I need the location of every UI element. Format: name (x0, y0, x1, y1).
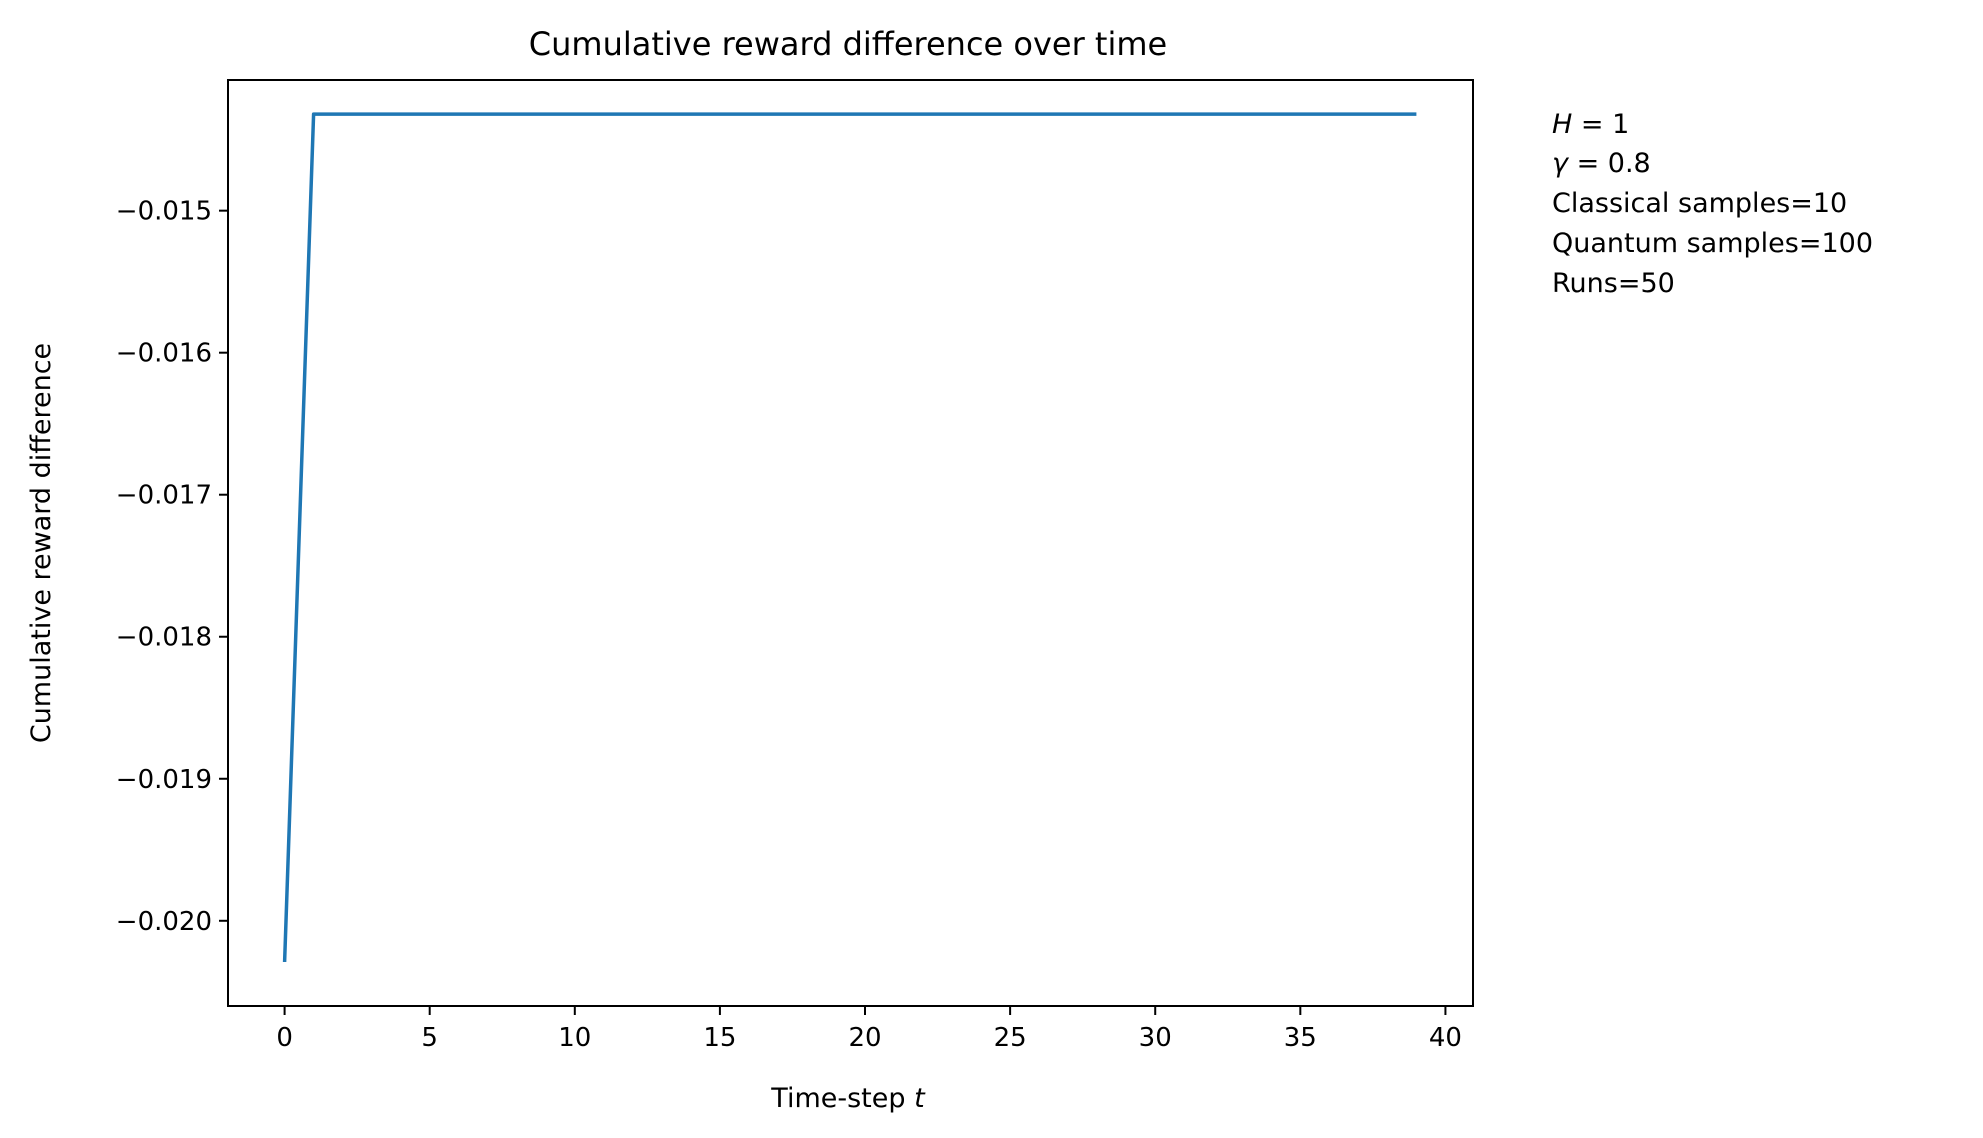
x-tick-label: 20 (848, 1023, 881, 1053)
y-axis: −0.015 −0.016 −0.017 −0.018 −0.019 −0.020 (116, 197, 228, 937)
annotation-gamma: γ = 0.8 (1552, 148, 1651, 179)
annotation-runs: Runs=50 (1552, 268, 1675, 299)
annotation-h-value: = 1 (1581, 109, 1629, 140)
annotation-gamma-value: = 0.8 (1577, 148, 1651, 179)
annotation-gamma-var: γ (1552, 148, 1570, 179)
annotation-quantum-samples: Quantum samples=100 (1552, 228, 1873, 259)
x-tick-label: 30 (1139, 1023, 1172, 1053)
annotation-h-var: H (1552, 109, 1572, 140)
series-layer (282, 112, 1417, 963)
y-tick-label: −0.016 (116, 339, 212, 369)
chart-title: Cumulative reward difference over time (529, 25, 1167, 63)
y-tick-label: −0.020 (116, 907, 212, 937)
x-tick-label: 25 (994, 1023, 1027, 1053)
x-tick-label: 15 (703, 1023, 736, 1053)
y-axis-label: Cumulative reward difference (26, 343, 57, 743)
annotation-block: H = 1 γ = 0.8 Classical samples=10 Quant… (1552, 109, 1873, 299)
series-line (282, 112, 1417, 963)
annotation-h: H = 1 (1552, 109, 1629, 140)
x-tick-label: 35 (1284, 1023, 1317, 1053)
x-tick-label: 0 (276, 1023, 293, 1053)
y-tick-label: −0.019 (116, 765, 212, 795)
annotation-classical-samples: Classical samples=10 (1552, 188, 1847, 219)
y-tick-label: −0.017 (116, 481, 212, 511)
x-axis-label: Time-step t (770, 1083, 926, 1114)
y-tick-label: −0.018 (116, 623, 212, 653)
x-tick-label: 10 (558, 1023, 591, 1053)
x-axis-label-text: Time-step (770, 1083, 905, 1114)
x-axis: 0 5 10 15 20 25 30 35 40 (276, 1006, 1462, 1053)
x-axis-label-variable: t (914, 1083, 926, 1114)
x-tick-label: 40 (1429, 1023, 1462, 1053)
y-tick-label: −0.015 (116, 197, 212, 227)
x-tick-label: 5 (421, 1023, 438, 1053)
plot-frame (227, 79, 1474, 1007)
